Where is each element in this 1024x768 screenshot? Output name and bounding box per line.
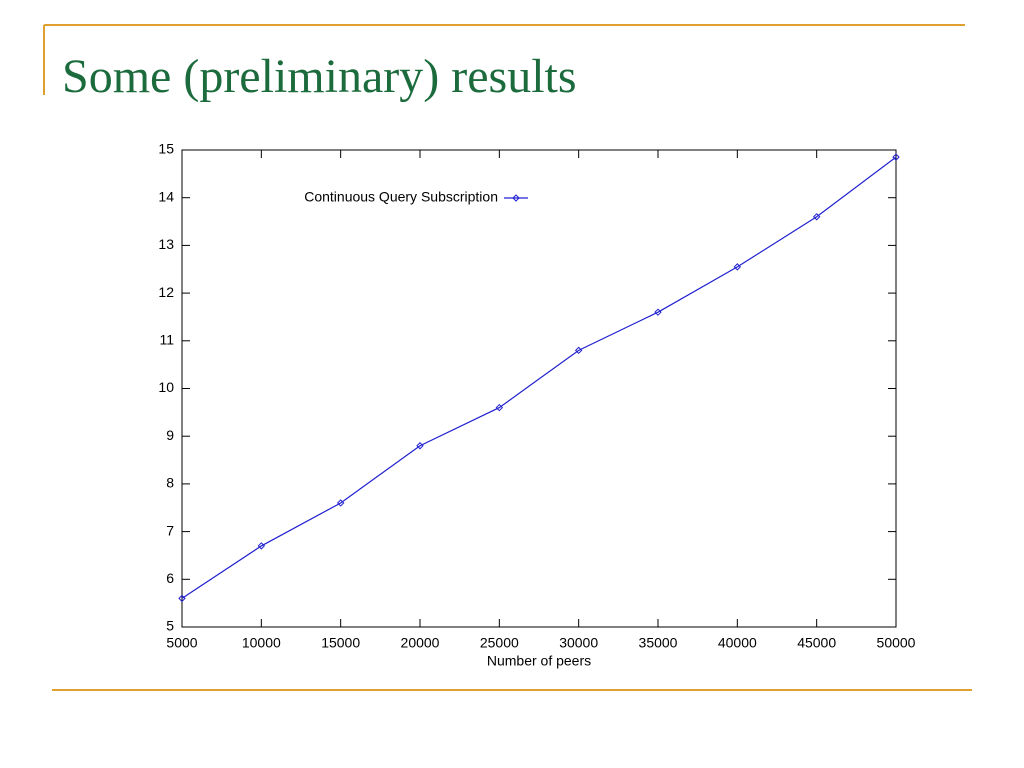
point [257, 542, 266, 550]
x-tick-label: 45000 [797, 635, 836, 651]
series-line [181, 156, 897, 599]
x-axis-label: Number of peers [487, 653, 591, 669]
slide-title: Some (preliminary) results [62, 50, 577, 103]
point [336, 499, 345, 507]
y-tick-label: 12 [158, 284, 174, 300]
y-tick-label: 7 [166, 522, 174, 538]
y-tick-label: 11 [159, 332, 174, 348]
legend-label: Continuous Query Subscription [304, 189, 498, 205]
y-tick-label: 5 [166, 618, 174, 634]
x-tick-label: 5000 [166, 635, 197, 651]
point [892, 153, 900, 161]
y-tick-label: 9 [166, 427, 174, 443]
x-tick-label: 20000 [401, 635, 440, 651]
y-tick-label: 6 [166, 570, 174, 586]
x-tick-label: 40000 [718, 635, 757, 651]
y-tick-label: 10 [158, 379, 174, 395]
y-tick-label: 8 [166, 475, 174, 491]
x-tick-label: 15000 [321, 635, 360, 651]
plot-frame [181, 149, 897, 628]
point [812, 213, 821, 221]
point [178, 594, 186, 603]
y-tick-label: 13 [158, 236, 174, 252]
x-tick-label: 10000 [242, 635, 281, 651]
x-tick-label: 30000 [559, 635, 598, 651]
x-tick-label: 50000 [877, 635, 916, 651]
point [495, 403, 504, 412]
point [654, 308, 662, 316]
point [574, 346, 583, 355]
x-tick-label: 25000 [480, 635, 519, 651]
y-tick-label: 15 [158, 141, 174, 157]
point [733, 263, 742, 271]
y-tick-label: 14 [158, 188, 174, 204]
point [416, 442, 424, 450]
legend-marker [512, 194, 520, 202]
x-tick-label: 35000 [639, 635, 678, 651]
